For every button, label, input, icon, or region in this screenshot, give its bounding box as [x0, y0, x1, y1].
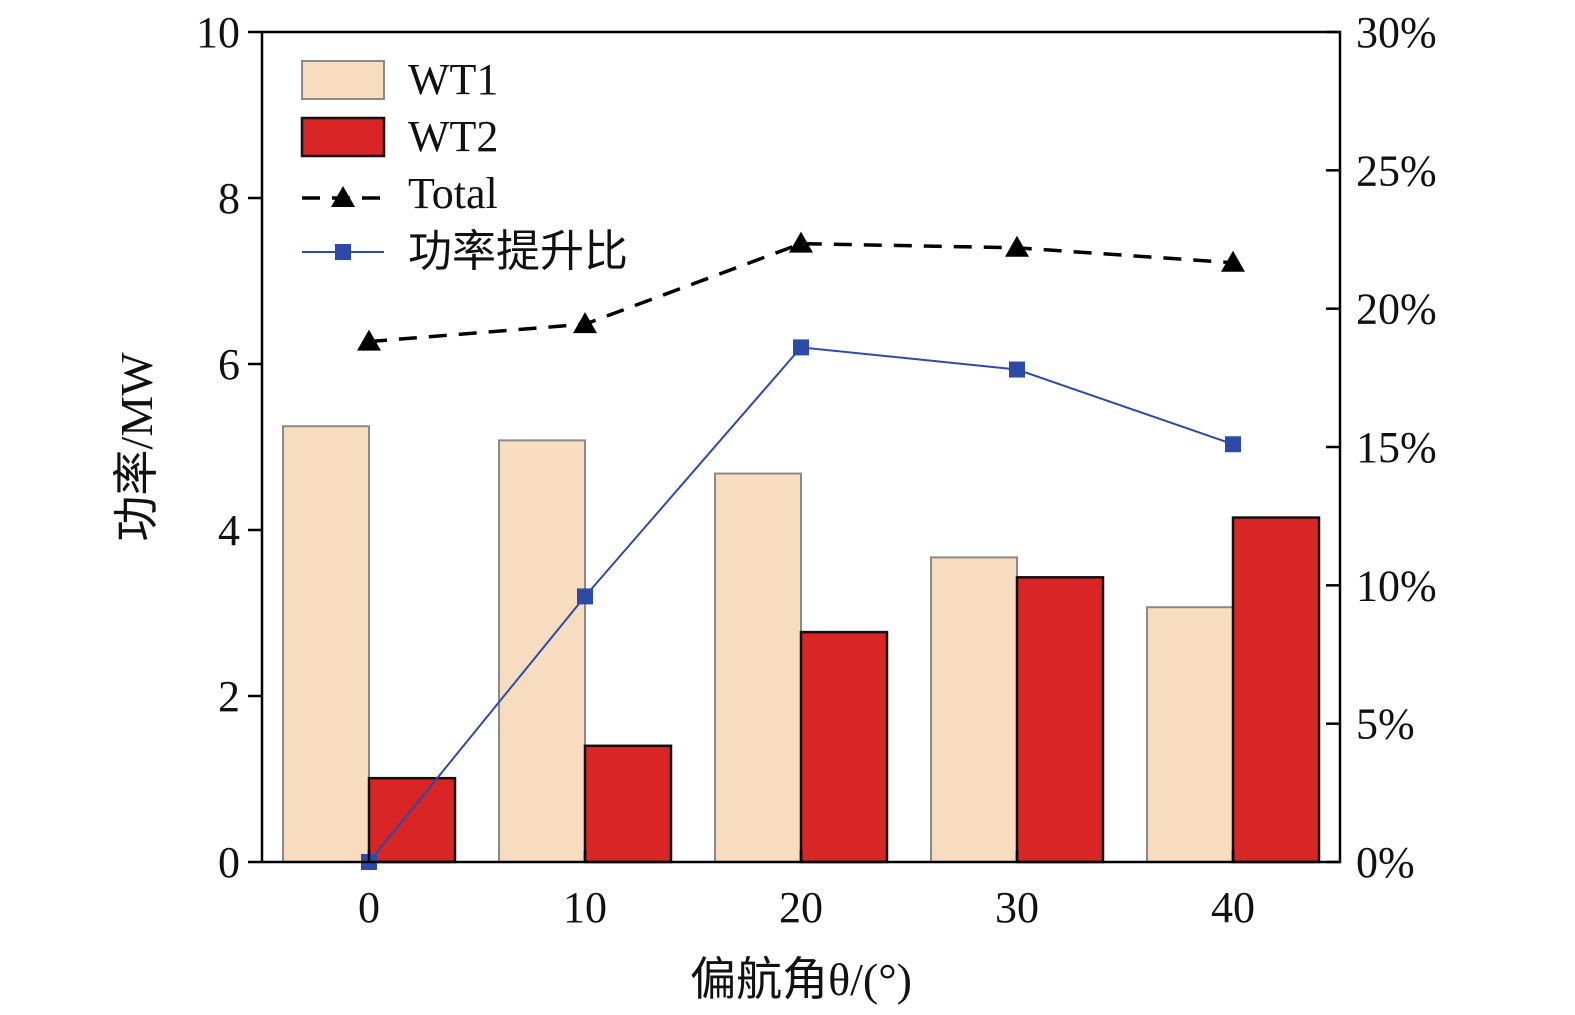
wt1-bar-30 [930, 556, 1018, 863]
y-tick-label-4: 4 [218, 506, 240, 555]
y-tick-label-6: 6 [218, 340, 240, 389]
wt2-bar-30 [1015, 576, 1105, 864]
ratio-point-30 [1009, 361, 1025, 378]
x-tick-label-0: 0 [358, 883, 380, 932]
y2-tick-label-5: 5% [1356, 700, 1415, 749]
wt2-bar-40 [1231, 516, 1321, 864]
x-tick-label-40: 40 [1211, 883, 1255, 932]
bars-layer [282, 425, 1321, 864]
y-tick-label-8: 8 [218, 174, 240, 223]
y2-tick-label-20: 20% [1356, 285, 1437, 334]
y-tick-label-0: 0 [218, 838, 240, 887]
total-point-20 [789, 231, 813, 253]
y2-tick-label-15: 15% [1356, 423, 1437, 472]
x-tick-label-20: 20 [779, 883, 823, 932]
ratio-point-40 [1225, 436, 1241, 453]
wt1-bar-20 [714, 472, 802, 863]
x-tick-label-30: 30 [995, 883, 1039, 932]
x-tick-label-10: 10 [563, 883, 607, 932]
legend-ratio-label: 功率提升比 [408, 227, 628, 276]
legend: WT1 WT2 Total 功率提升比 [300, 55, 628, 276]
total-point-40 [1221, 250, 1245, 272]
legend-total-marker [331, 186, 355, 207]
y2-tick-label-25: 25% [1356, 146, 1437, 195]
total-point-30 [1005, 235, 1029, 257]
total-point-0 [357, 329, 381, 351]
x-axis-title: 偏航角θ/(°) [690, 954, 912, 1005]
legend-total-label: Total [408, 169, 498, 218]
ratio-point-10 [577, 588, 593, 605]
wt1-bar-40 [1146, 606, 1234, 863]
wt1-bar-0 [282, 425, 370, 863]
y-tick-label-10: 10 [196, 8, 240, 57]
ratio-point-20 [793, 339, 809, 356]
legend-ratio-marker [335, 244, 351, 260]
wt1-bar-10 [498, 439, 586, 863]
y-tick-label-2: 2 [218, 672, 240, 721]
legend-wt1-swatch [301, 60, 385, 100]
y-axis-title: 功率/MW [111, 352, 162, 542]
y2-tick-label-0: 0% [1356, 838, 1415, 887]
wt2-bar-10 [583, 744, 673, 864]
y2-tick-label-10: 10% [1356, 561, 1437, 610]
axes-layer: 0 2 4 6 8 10 0% 5% 10% 15% 20% 25% 30% 0 10 20 30 40 [196, 8, 1437, 932]
legend-wt2-label: WT2 [408, 112, 498, 161]
legend-wt2-swatch [300, 116, 386, 158]
total-line [368, 241, 1234, 344]
wt2-bar-20 [799, 630, 889, 864]
lines-layer [357, 231, 1245, 870]
total-point-10 [573, 312, 597, 334]
legend-wt1-label: WT1 [408, 55, 498, 104]
y2-tick-label-30: 30% [1356, 8, 1437, 57]
wt2-bar-0 [367, 776, 457, 864]
